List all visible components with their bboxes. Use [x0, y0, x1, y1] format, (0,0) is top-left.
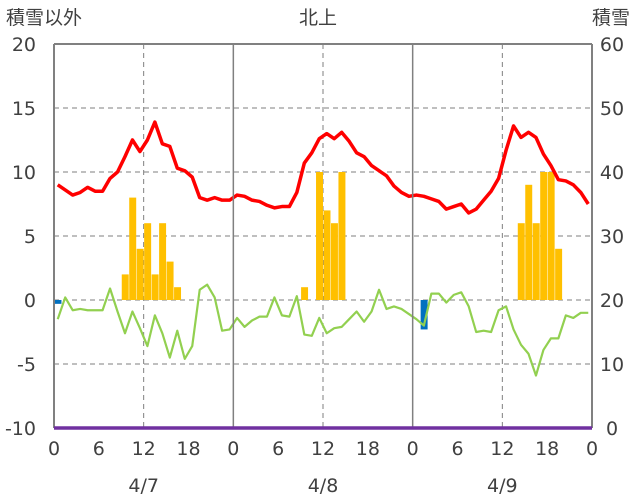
y-right-tick: 50 — [600, 98, 624, 120]
precip-bar — [517, 223, 525, 300]
precip-bar — [323, 210, 331, 300]
dewpoint-line — [56, 283, 589, 377]
x-tick: 0 — [407, 438, 419, 460]
precip-bar — [144, 223, 152, 300]
y-right-title: 積雪 — [592, 7, 630, 29]
y-right-tick: 60 — [600, 34, 624, 56]
temperature-line — [56, 120, 590, 215]
x-tick: 18 — [176, 438, 200, 460]
y-left-title: 積雪以外 — [6, 7, 82, 29]
y-left-tick: -10 — [5, 418, 36, 440]
precip-bar — [547, 172, 555, 300]
precip-bar — [174, 287, 182, 300]
y-left-tick: 15 — [12, 98, 36, 120]
y-left-tick: 5 — [24, 226, 36, 248]
series-lines — [56, 120, 590, 377]
x-tick: 12 — [132, 438, 156, 460]
y-right-tick: 0 — [606, 418, 618, 440]
y-right-axis: 60 50 40 30 20 10 0 — [600, 34, 624, 440]
precip-bar — [136, 248, 144, 300]
precip-bar — [151, 274, 159, 300]
x-tick: 6 — [272, 438, 284, 460]
x-tick: 12 — [311, 438, 335, 460]
y-left-tick: -5 — [17, 354, 36, 376]
y-right-tick: 40 — [600, 162, 624, 184]
day-label: 4/9 — [487, 475, 518, 497]
day-label: 4/8 — [308, 475, 339, 497]
precip-bar — [121, 274, 129, 300]
plot-frame — [53, 43, 593, 430]
precip-bar — [166, 261, 174, 300]
x-tick: 18 — [356, 438, 380, 460]
y-left-tick: 10 — [12, 162, 36, 184]
precip-bar — [129, 197, 137, 300]
precip-bars — [54, 172, 563, 330]
precip-bar — [330, 223, 338, 300]
precip-bar — [532, 223, 540, 300]
day-labels: 4/7 4/8 4/9 — [128, 475, 517, 497]
x-tick: 12 — [490, 438, 514, 460]
y-left-tick: 0 — [24, 290, 36, 312]
day-label: 4/7 — [128, 475, 159, 497]
precip-bar — [301, 287, 309, 300]
y-right-tick: 30 — [600, 226, 624, 248]
x-tick: 0 — [586, 438, 598, 460]
precip-bar — [540, 172, 548, 300]
y-left-tick: 20 — [12, 34, 36, 56]
x-axis: 0 6 12 18 0 6 12 18 0 6 12 18 0 — [48, 438, 598, 460]
x-tick: 0 — [227, 438, 239, 460]
negative-bar — [54, 300, 62, 304]
precip-bar — [555, 248, 563, 300]
x-tick: 6 — [93, 438, 105, 460]
x-tick: 0 — [48, 438, 60, 460]
x-tick: 6 — [451, 438, 463, 460]
y-right-tick: 20 — [600, 290, 624, 312]
y-right-tick: 10 — [600, 354, 624, 376]
chart-title: 北上 — [299, 7, 337, 29]
precip-bar — [159, 223, 167, 300]
precip-bar — [338, 172, 346, 300]
y-left-axis: 20 15 10 5 0 -5 -10 — [5, 34, 36, 440]
negative-bar — [420, 300, 428, 330]
precip-bar — [316, 172, 323, 300]
precip-bar — [525, 184, 533, 300]
x-tick: 18 — [535, 438, 559, 460]
